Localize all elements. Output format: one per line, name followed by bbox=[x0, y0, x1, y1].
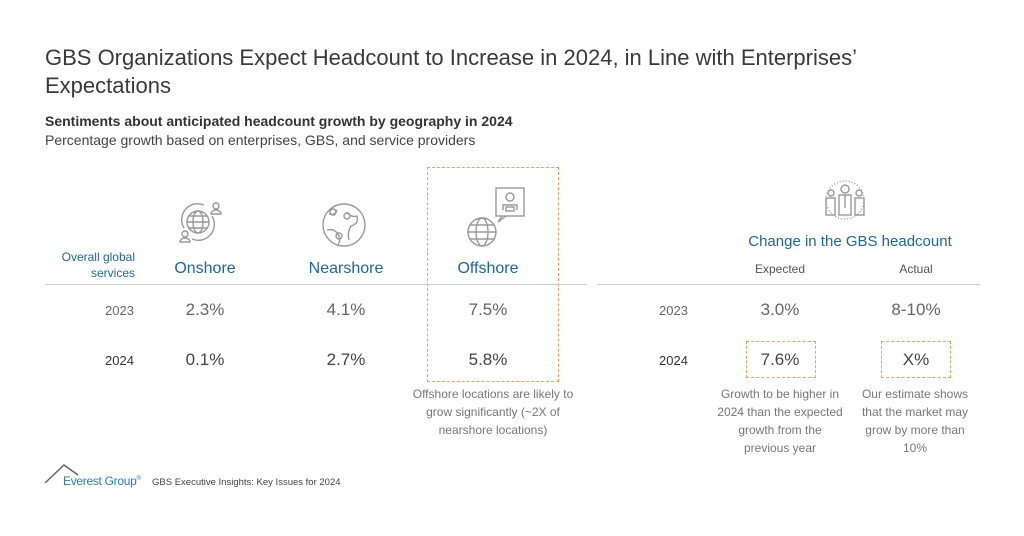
team-icon bbox=[820, 180, 870, 225]
description: Percentage growth based on enterprises, … bbox=[45, 132, 476, 148]
offshore-note: Offshore locations are likely to grow si… bbox=[412, 387, 574, 437]
column-header-actual: Actual bbox=[899, 262, 933, 276]
offshore-2023-value: 7.5% bbox=[468, 300, 508, 319]
globe-pins-icon bbox=[321, 202, 367, 253]
onshore-2024-value: 0.1% bbox=[185, 350, 225, 369]
page-title: GBS Organizations Expect Headcount to In… bbox=[45, 45, 857, 98]
column-header-offshore: Offshore bbox=[457, 260, 519, 277]
logo-text: Everest Group® bbox=[63, 474, 141, 488]
year-label-2024: 2024 bbox=[659, 353, 688, 368]
expected-2024-highlight-box bbox=[746, 341, 816, 378]
year-label-2024: 2024 bbox=[105, 353, 134, 368]
offshore-highlight-box bbox=[427, 167, 559, 382]
actual-2024-highlight-box bbox=[881, 341, 951, 378]
actual-note: Our estimate shows that the market may g… bbox=[861, 387, 969, 455]
column-header-nearshore: Nearshore bbox=[308, 260, 384, 277]
nearshore-2024-value: 2.7% bbox=[326, 350, 366, 369]
actual-2023-value: 8-10% bbox=[891, 300, 941, 319]
year-label-2023: 2023 bbox=[105, 303, 134, 318]
column-header-onshore: Onshore bbox=[174, 260, 236, 277]
onshore-2023-value: 2.3% bbox=[185, 300, 225, 319]
expected-note: Growth to be higher in 2024 than the exp… bbox=[717, 387, 843, 455]
footer-text: GBS Executive Insights: Key Issues for 2… bbox=[152, 477, 341, 488]
globe-remote-worker-icon bbox=[466, 186, 528, 253]
divider bbox=[45, 284, 587, 285]
subtitle: Sentiments about anticipated headcount g… bbox=[45, 113, 513, 129]
expected-2024-value: 7.6% bbox=[760, 350, 800, 369]
divider bbox=[597, 284, 980, 285]
right-table-title: Change in the GBS headcount bbox=[748, 233, 952, 250]
offshore-2024-value: 5.8% bbox=[468, 350, 508, 369]
nearshore-2023-value: 4.1% bbox=[326, 300, 366, 319]
actual-2024-value: X% bbox=[902, 350, 930, 369]
year-label-2023: 2023 bbox=[659, 303, 688, 318]
globe-people-cycle-icon bbox=[176, 198, 224, 251]
column-header-expected: Expected bbox=[754, 262, 806, 276]
row-header-label: Overall global services bbox=[61, 250, 135, 280]
everest-group-logo: Everest Group® bbox=[44, 463, 144, 493]
expected-2023-value: 3.0% bbox=[760, 300, 800, 319]
